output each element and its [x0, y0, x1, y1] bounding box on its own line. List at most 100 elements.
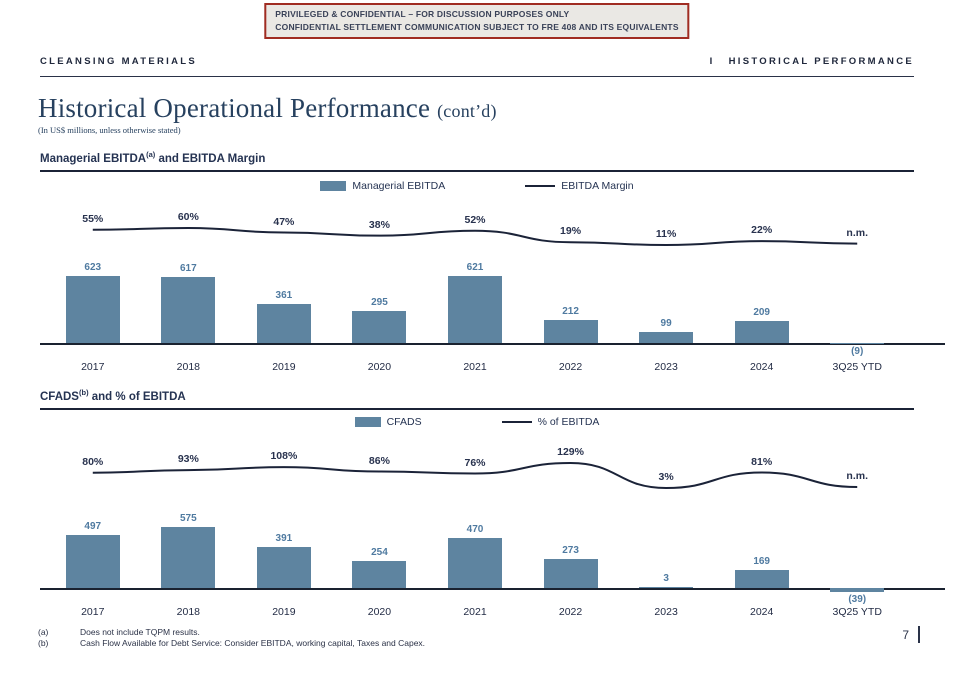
bar-value-label: 295 [371, 297, 388, 308]
bar [161, 527, 216, 588]
title-block: Historical Operational Performance (cont… [38, 93, 497, 135]
page-title-main: Historical Operational Performance [38, 93, 431, 123]
line-value-label: 47% [273, 215, 295, 228]
legend-item-bar: Managerial EBITDA [320, 180, 445, 192]
footnote-b-marker: (b) [38, 638, 49, 649]
x-axis-label: 2021 [463, 361, 487, 373]
footnotes: (a) Does not include TQPM results. (b) C… [38, 627, 894, 650]
bar-swatch-icon [354, 417, 381, 427]
line-value-label: 86% [368, 454, 390, 467]
bar-value-label: 470 [466, 524, 484, 535]
x-axis-label: 2023 [654, 606, 678, 618]
bar-value-label: 209 [753, 307, 770, 318]
footnote-b-text: Cash Flow Available for Debt Service: Co… [80, 638, 426, 649]
bar-value-label: (9) [851, 346, 864, 357]
bar-negative [830, 343, 885, 344]
bar [639, 332, 694, 343]
footnote-a: (a) Does not include TQPM results. [38, 627, 894, 638]
chart2-title-pre: CFADS [40, 390, 79, 403]
ebitda-chart: 623 55% 2017 617 60% 2018 361 47% 2019 295 38% 2020… [40, 203, 945, 378]
section-label: HISTORICAL PERFORMANCE [728, 56, 914, 67]
page-title: Historical Operational Performance (cont… [38, 93, 497, 124]
line-legend-label: EBITDA Margin [561, 180, 634, 192]
line-value-label: 60% [177, 211, 199, 223]
legend-item-bar: CFADS [354, 416, 422, 428]
line-swatch-icon [525, 184, 556, 188]
chart1-section-title: Managerial EBITDA(a) and EBITDA Margin [40, 150, 914, 172]
bar [734, 321, 789, 343]
bar-value-label: 497 [84, 521, 102, 532]
x-axis-label: 2018 [176, 361, 201, 373]
x-axis [40, 588, 945, 590]
chart1-title-post: and EBITDA Margin [155, 152, 266, 165]
x-axis-label: 2017 [81, 606, 105, 618]
cfads-chart: 497 80% 2017 575 93% 2018 391 108% 2019 254 86% 202… [40, 442, 945, 618]
line-value-label: 81% [751, 455, 773, 468]
bar [734, 570, 789, 588]
bar-value-label: 621 [466, 262, 484, 273]
chart2-section-title: CFADS(b) and % of EBITDA [40, 388, 914, 410]
units-note: (In US$ millions, unless otherwise state… [38, 125, 181, 135]
bar [65, 535, 120, 588]
bar [256, 547, 311, 588]
bar-negative [830, 588, 885, 592]
bar-value-label: 3 [663, 573, 669, 584]
x-axis-label: 2019 [272, 361, 296, 373]
line-swatch-icon [501, 420, 532, 424]
chart1-title-pre: Managerial EBITDA [40, 152, 147, 165]
bar [352, 311, 407, 343]
legend-item-line: EBITDA Margin [525, 180, 634, 192]
line-value-label: 93% [177, 453, 199, 466]
x-axis-label: 3Q25 YTD [832, 361, 882, 373]
line-value-label: n.m. [846, 470, 869, 482]
document-label: CLEANSING MATERIALS [40, 56, 197, 67]
line-value-label: 52% [464, 213, 486, 226]
page-number-value: 7 [902, 627, 909, 642]
x-axis-label: 2021 [463, 606, 487, 618]
x-axis [40, 343, 945, 345]
bar-swatch-icon [320, 181, 347, 191]
header-bar: CLEANSING MATERIALS I HISTORICAL PERFORMA… [40, 56, 914, 67]
section-separator: I [709, 56, 715, 67]
bar-legend-label: CFADS [386, 416, 422, 428]
line-value-label: n.m. [846, 226, 869, 239]
bar [65, 276, 120, 343]
line-value-label: 108% [270, 450, 298, 463]
chart1-legend: Managerial EBITDA EBITDA Margin [0, 180, 954, 192]
line-legend-label: % of EBITDA [537, 416, 600, 428]
line-value-label: 19% [560, 225, 582, 238]
x-axis-label: 2024 [749, 606, 774, 618]
page-number-divider [918, 626, 920, 643]
x-axis-label: 2018 [176, 606, 201, 618]
banner-line-1: PRIVILEGED & CONFIDENTIAL – FOR DISCUSSI… [275, 9, 570, 19]
x-axis-label: 2017 [81, 361, 105, 373]
bar-value-label: 391 [275, 533, 293, 544]
chart2-footnote-ref: (b) [78, 388, 89, 397]
line-value-label: 22% [751, 224, 773, 237]
footnote-a-text: Does not include TQPM results. [80, 627, 200, 637]
line-value-label: 38% [368, 218, 390, 231]
chart2-legend: CFADS % of EBITDA [0, 416, 954, 428]
page-number: 7 [902, 626, 920, 643]
bar [256, 304, 311, 343]
x-axis-label: 2022 [558, 606, 583, 618]
x-axis-label: 2019 [272, 606, 296, 618]
page-title-suffix: (cont’d) [437, 101, 497, 121]
line-value-label: 129% [557, 446, 584, 458]
chart1-footnote-ref: (a) [146, 150, 156, 159]
trend-line [92, 226, 858, 247]
x-axis-label: 3Q25 YTD [832, 606, 882, 618]
x-axis-label: 2022 [558, 361, 583, 373]
footnote-a-marker: (a) [38, 627, 49, 637]
bar-value-label: 273 [562, 545, 579, 556]
bar [352, 561, 407, 588]
line-value-label: 55% [82, 212, 104, 225]
bar-value-label: (39) [848, 594, 867, 605]
bar-value-label: 169 [753, 556, 770, 567]
bar-value-label: 99 [660, 318, 672, 329]
bar-value-label: 212 [562, 306, 579, 317]
chart2-title-post: and % of EBITDA [88, 390, 186, 403]
x-axis-label: 2024 [749, 361, 774, 373]
x-axis-label: 2023 [654, 361, 678, 373]
